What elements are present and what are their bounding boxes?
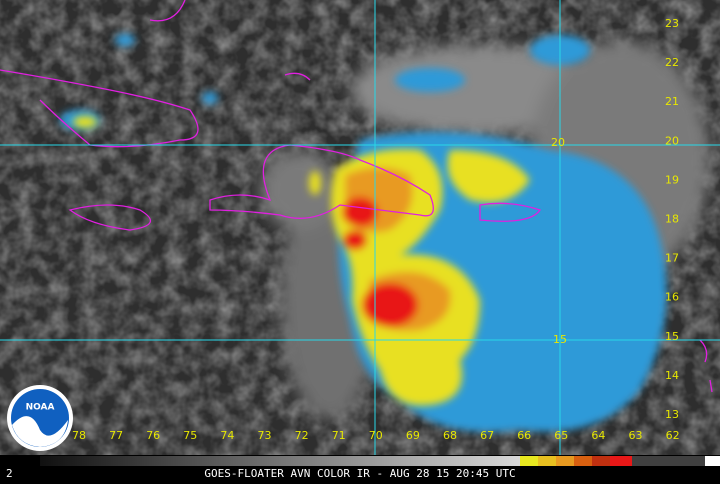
color-scale	[0, 455, 720, 467]
lat-lon-grid	[0, 0, 720, 455]
longitude-label: 76	[146, 429, 160, 442]
convection	[73, 116, 530, 406]
noaa-logo: NOAA	[7, 385, 73, 451]
logo-text: NOAA	[26, 403, 55, 413]
latitude-label: 19	[665, 173, 679, 186]
longitude-label: 69	[406, 429, 420, 442]
latitude-label: 22	[665, 56, 679, 69]
latitude-label: 20	[665, 134, 679, 147]
longitude-label: 66	[517, 429, 531, 442]
latitude-label: 17	[665, 252, 679, 265]
latitude-label: 13	[665, 408, 679, 421]
longitude-label: 71	[332, 429, 346, 442]
latitude-label: 14	[665, 369, 679, 382]
latitude-label: 21	[665, 95, 679, 108]
grid-label: 15	[553, 333, 567, 346]
longitude-label: 72	[295, 429, 309, 442]
longitude-label: 62	[666, 429, 680, 442]
longitude-label: 75	[183, 429, 197, 442]
latitude-label: 15	[665, 330, 679, 343]
caption: GOES-FLOATER AVN COLOR IR - AUG 28 15 20…	[204, 467, 515, 480]
caption-bar	[0, 467, 720, 480]
longitude-label: 70	[369, 429, 383, 442]
longitude-label: 68	[443, 429, 457, 442]
graticule-labels: 78 77 76 75 74 73 72 71 70 69 68 67 66 65 64 63 62 23 22 21…	[72, 17, 680, 442]
latitude-label: 23	[665, 17, 679, 30]
coastlines	[0, 0, 713, 393]
longitude-label: 78	[72, 429, 86, 442]
longitude-label: 67	[480, 429, 494, 442]
grid-label: 20	[551, 136, 565, 149]
longitude-label: 74	[220, 429, 234, 442]
latitude-label: 18	[665, 213, 679, 226]
frame-number: 2	[6, 467, 13, 480]
longitude-label: 63	[629, 429, 643, 442]
longitude-label: 73	[258, 429, 272, 442]
longitude-label: 77	[109, 429, 123, 442]
longitude-label: 65	[554, 429, 568, 442]
latitude-label: 16	[665, 291, 679, 304]
longitude-label: 64	[591, 429, 605, 442]
